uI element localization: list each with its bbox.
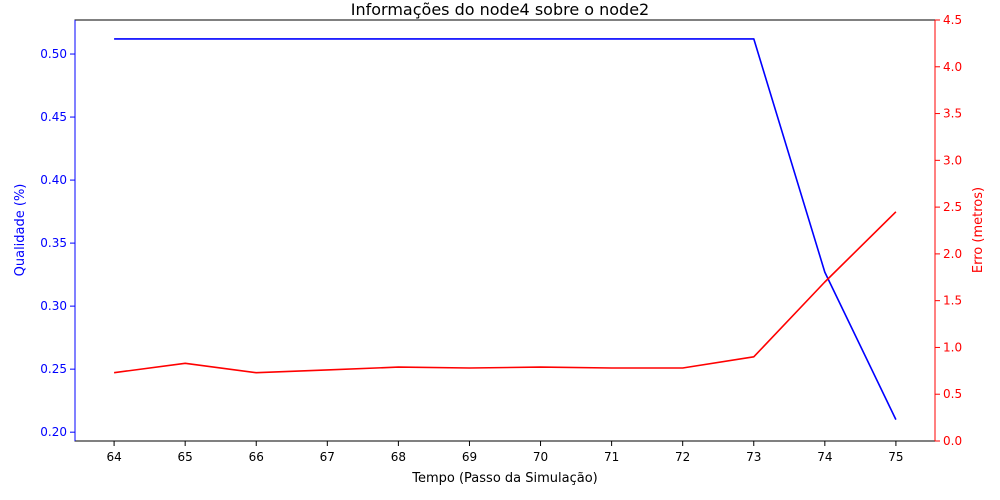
x-axis: 64 65 66 67 68 69 70 71 72 73 74 75 xyxy=(106,441,904,464)
x-tick-label: 66 xyxy=(249,450,264,464)
left-y-tick-label: 0.40 xyxy=(40,173,67,187)
x-tick-label: 75 xyxy=(888,450,903,464)
left-y-tick-label: 0.45 xyxy=(40,110,67,124)
chart-title: Informações do node4 sobre o node2 xyxy=(351,0,649,19)
right-y-tick-label: 2.5 xyxy=(943,200,962,214)
right-y-tick-label: 2.0 xyxy=(943,247,962,261)
left-y-tick-label: 0.50 xyxy=(40,47,67,61)
left-y-axis: 0.20 0.25 0.30 0.35 0.40 0.45 0.50 xyxy=(40,20,76,441)
x-tick-label: 70 xyxy=(533,450,548,464)
right-y-axis: 0.0 0.5 1.0 1.5 2.0 2.5 3.0 3.5 4.0 4.5 xyxy=(934,13,962,448)
right-y-tick-label: 0.0 xyxy=(943,434,962,448)
left-y-tick-label: 0.25 xyxy=(40,362,67,376)
series-layer xyxy=(113,38,897,420)
right-y-tick-label: 1.0 xyxy=(943,340,962,354)
right-y-tick-label: 4.5 xyxy=(943,13,962,27)
x-tick-label: 69 xyxy=(462,450,477,464)
right-y-axis-label: Erro (metros) xyxy=(971,187,986,273)
x-tick-label: 67 xyxy=(320,450,335,464)
left-y-axis-label: Qualidade (%) xyxy=(13,184,28,277)
x-tick-label: 73 xyxy=(746,450,761,464)
qualidade-series-line xyxy=(114,38,897,420)
right-y-tick-label: 3.0 xyxy=(943,153,962,167)
x-axis-label: Tempo (Passo da Simulação) xyxy=(411,471,598,486)
right-y-tick-label: 4.0 xyxy=(943,60,962,74)
x-tick-label: 71 xyxy=(604,450,619,464)
left-y-tick-label: 0.20 xyxy=(40,425,67,439)
right-y-tick-label: 0.5 xyxy=(943,387,962,401)
x-tick-label: 74 xyxy=(817,450,832,464)
x-tick-label: 68 xyxy=(391,450,406,464)
erro-series-line xyxy=(113,211,897,374)
x-tick-label: 64 xyxy=(106,450,121,464)
x-tick-label: 65 xyxy=(178,450,193,464)
right-y-tick-label: 1.5 xyxy=(943,294,962,308)
x-tick-label: 72 xyxy=(675,450,690,464)
left-y-tick-label: 0.35 xyxy=(40,236,67,250)
left-y-tick-label: 0.30 xyxy=(40,299,67,313)
plot-area-frame xyxy=(74,19,936,442)
right-y-tick-label: 3.5 xyxy=(943,107,962,121)
